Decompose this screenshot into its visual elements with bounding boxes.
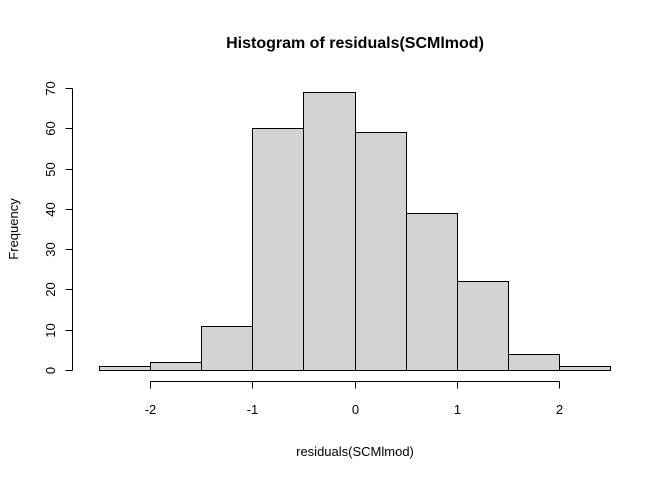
y-axis: 0 10 20 30 40 50 60 70 [43,81,73,374]
y-tick-label: 10 [43,323,58,337]
histogram-bar [508,354,560,371]
y-tick-label: 30 [43,242,58,256]
chart-title: Histogram of residuals(SCMlmod) [226,35,484,52]
histogram-bar [201,326,253,371]
y-tick-label: 50 [43,162,58,176]
x-tick-label: -2 [145,402,157,417]
x-axis-label: residuals(SCMlmod) [296,444,414,459]
y-tick-label: 20 [43,282,58,296]
histogram-bar [303,92,356,371]
histogram-bar [406,213,458,371]
x-tick-label: -1 [247,402,259,417]
histogram-bar [457,281,509,371]
y-tick-label: 40 [43,202,58,216]
histogram-bar [559,366,611,371]
x-tick-label: 1 [454,402,461,417]
y-tick-label: 60 [43,121,58,135]
y-tick-label: 70 [43,81,58,95]
y-tick-label: 0 [43,367,58,374]
histogram-bar [252,128,304,371]
histogram-bar [355,132,407,371]
histogram-bar [150,362,202,371]
x-axis: -2 -1 0 1 2 [145,381,563,417]
y-axis-label: Frequency [6,198,21,260]
x-tick-label: 0 [352,402,359,417]
histogram-bar [99,366,151,371]
x-tick-label: 2 [556,402,563,417]
bars-group [99,92,611,371]
